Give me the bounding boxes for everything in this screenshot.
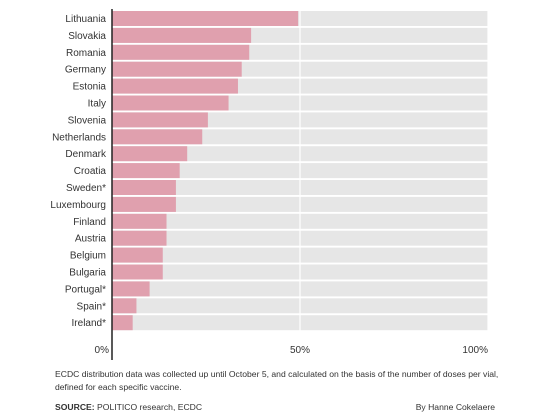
category-label: Belgium <box>70 251 106 262</box>
bar <box>112 281 150 297</box>
category-label: Germany <box>65 65 106 76</box>
category-label: Slovakia <box>68 31 106 42</box>
x-tick-labels: 0% 50% 100% <box>95 345 489 356</box>
bar <box>112 129 203 145</box>
category-label: Portugal* <box>65 284 106 295</box>
bar-chart: Lithuania Slovakia Romania Germany Estonia It… <box>50 9 489 360</box>
category-label: Netherlands <box>52 132 106 143</box>
category-label: Italy <box>88 99 106 110</box>
chart-note: ECDC distribution data was collected up … <box>55 369 499 392</box>
category-label: Romania <box>66 48 106 59</box>
bar <box>112 112 208 128</box>
bar <box>112 213 167 229</box>
bar <box>112 264 163 280</box>
category-label: Bulgaria <box>69 268 106 279</box>
category-label: Sweden* <box>66 183 106 194</box>
bar <box>112 298 137 314</box>
bar <box>112 180 176 195</box>
category-label: Finland <box>73 217 106 228</box>
bar <box>112 247 163 263</box>
category-label: Spain* <box>77 301 107 312</box>
category-label: Slovenia <box>68 115 107 126</box>
gridlines <box>299 11 489 333</box>
category-label: Croatia <box>74 166 107 177</box>
bar <box>112 163 180 179</box>
bar <box>112 11 299 26</box>
bars <box>112 11 299 331</box>
source-text: POLITICO research, ECDC <box>94 402 203 412</box>
category-labels: Lithuania Slovakia Romania Germany Estonia It… <box>50 14 107 329</box>
category-label: Luxembourg <box>50 200 106 211</box>
footer: SOURCE: POLITICO research, ECDC By Hanne… <box>55 402 495 412</box>
bar <box>112 78 238 94</box>
category-label: Austria <box>75 234 107 245</box>
category-label: Lithuania <box>65 14 106 25</box>
bar <box>112 61 242 77</box>
byline: By Hanne Cokelaere <box>415 402 495 412</box>
bar <box>112 27 252 43</box>
category-label: Estonia <box>73 82 107 93</box>
bar <box>112 315 133 331</box>
bar <box>112 95 229 111</box>
bar <box>112 230 167 246</box>
bar <box>112 196 176 212</box>
x-tick-label: 100% <box>462 345 488 356</box>
category-label: Denmark <box>65 149 107 160</box>
category-label: Ireland* <box>72 318 107 329</box>
x-tick-label: 0% <box>95 345 110 356</box>
bar <box>112 146 188 162</box>
bar <box>112 44 250 60</box>
source-key: SOURCE: <box>55 402 95 412</box>
x-tick-label: 50% <box>290 345 310 356</box>
